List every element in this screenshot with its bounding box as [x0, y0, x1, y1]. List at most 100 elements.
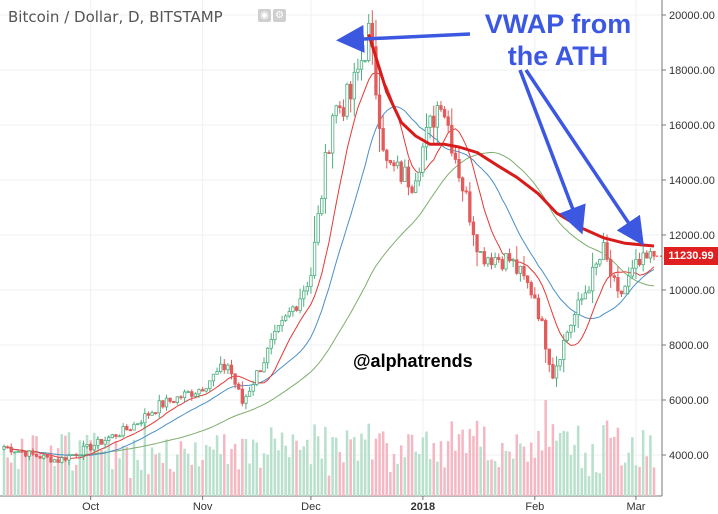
candle-body [287, 311, 291, 317]
volume-bar [501, 442, 504, 496]
volume-bar [161, 463, 165, 496]
volume-bar [522, 446, 526, 496]
volume-bar [38, 453, 42, 496]
volume-bar [6, 457, 9, 496]
volume-bar [13, 452, 17, 496]
volume-bar [291, 434, 295, 496]
candle-body [504, 253, 508, 270]
x-tick-label: 2018 [411, 501, 435, 513]
candle-body [16, 450, 21, 453]
candle-body [150, 412, 154, 416]
volume-bar [472, 436, 475, 496]
volume-bar [623, 462, 627, 496]
candle-body [388, 160, 393, 164]
volume-bar [64, 435, 67, 496]
candle-body [385, 149, 389, 161]
volume-bar [385, 443, 389, 496]
candle-body [442, 109, 447, 118]
candle-body [515, 259, 519, 274]
gear-icon[interactable]: ⚙ [273, 9, 286, 22]
candle-body [356, 68, 360, 73]
y-tick-label: 20000.00 [669, 10, 715, 22]
volume-bar [475, 420, 479, 496]
volume-bar [147, 474, 150, 496]
volume-bar [540, 450, 544, 496]
candle-body [558, 359, 562, 367]
volume-bar [132, 439, 136, 496]
volume-bar [273, 438, 277, 496]
candle-body [27, 450, 31, 457]
candle-body [323, 152, 328, 199]
candle-body [533, 294, 537, 299]
volume-bar [241, 438, 244, 496]
candle-body [641, 252, 645, 266]
candle-body [428, 115, 432, 128]
candle-body [139, 422, 143, 425]
volume-bar [537, 430, 540, 496]
volume-bar [580, 467, 584, 496]
ma-long-line [3, 151, 655, 456]
y-tick-label: 14000.00 [669, 175, 715, 187]
volume-bar [28, 450, 31, 496]
candle-body [457, 158, 461, 179]
candle-body [634, 258, 638, 269]
y-tick-label: 18000.00 [669, 65, 715, 77]
candle-body [439, 105, 443, 110]
candle-body [294, 306, 299, 311]
volume-bar [652, 467, 656, 496]
volume-bar [251, 439, 255, 496]
candle-body [381, 128, 385, 151]
volume-bar [56, 448, 60, 496]
volume-bar [31, 435, 35, 496]
volume-bar [78, 440, 82, 496]
candle-body [164, 397, 169, 408]
candle-body [320, 198, 324, 215]
candle-body [78, 454, 82, 457]
volume-bar [631, 437, 634, 496]
volume-bar [457, 434, 461, 496]
volume-bar [230, 449, 233, 496]
eye-icon[interactable]: ◉ [258, 9, 271, 22]
candle-body [45, 454, 49, 458]
candle-body [316, 213, 320, 243]
candle-body [280, 320, 284, 327]
volume-bar [320, 458, 324, 496]
candle-body [569, 324, 573, 333]
volume-bar [562, 430, 565, 496]
annotation-line-2: the ATH [507, 41, 609, 71]
volume-bar [154, 454, 157, 496]
volume-bar [436, 461, 439, 496]
candle-body [222, 363, 226, 371]
candle-body [460, 177, 465, 192]
volume-bar [284, 445, 287, 496]
watermark-handle: @alphatrends [353, 351, 473, 371]
candle-body [421, 146, 425, 173]
volume-bar [587, 476, 591, 496]
candle-body [305, 286, 309, 292]
y-tick-label: 4000.00 [669, 450, 709, 462]
x-tick-label: Mar [626, 501, 645, 513]
volume-bar [627, 452, 630, 496]
last-price-tag: 11230.99 [664, 247, 718, 265]
volume-bar [479, 446, 482, 496]
volume-bar [204, 444, 208, 496]
candle-body [114, 434, 118, 437]
candle-body [265, 347, 270, 364]
candle-body [576, 299, 580, 316]
volume-bar [331, 437, 334, 496]
volume-bar [641, 430, 645, 496]
candle-body [392, 162, 396, 167]
volume-bar [638, 466, 641, 496]
candle-body [247, 390, 252, 397]
volume-bar [168, 468, 172, 496]
volume-bar [573, 444, 576, 496]
candle-body [507, 253, 512, 262]
volume-bar [342, 462, 345, 496]
volume-bar [349, 439, 352, 496]
candle-body [522, 265, 526, 277]
candle-body [493, 257, 497, 266]
volume-bar [374, 438, 378, 496]
candle-body [284, 315, 288, 321]
annotation-arrow [336, 25, 471, 53]
candle-body [489, 257, 494, 266]
